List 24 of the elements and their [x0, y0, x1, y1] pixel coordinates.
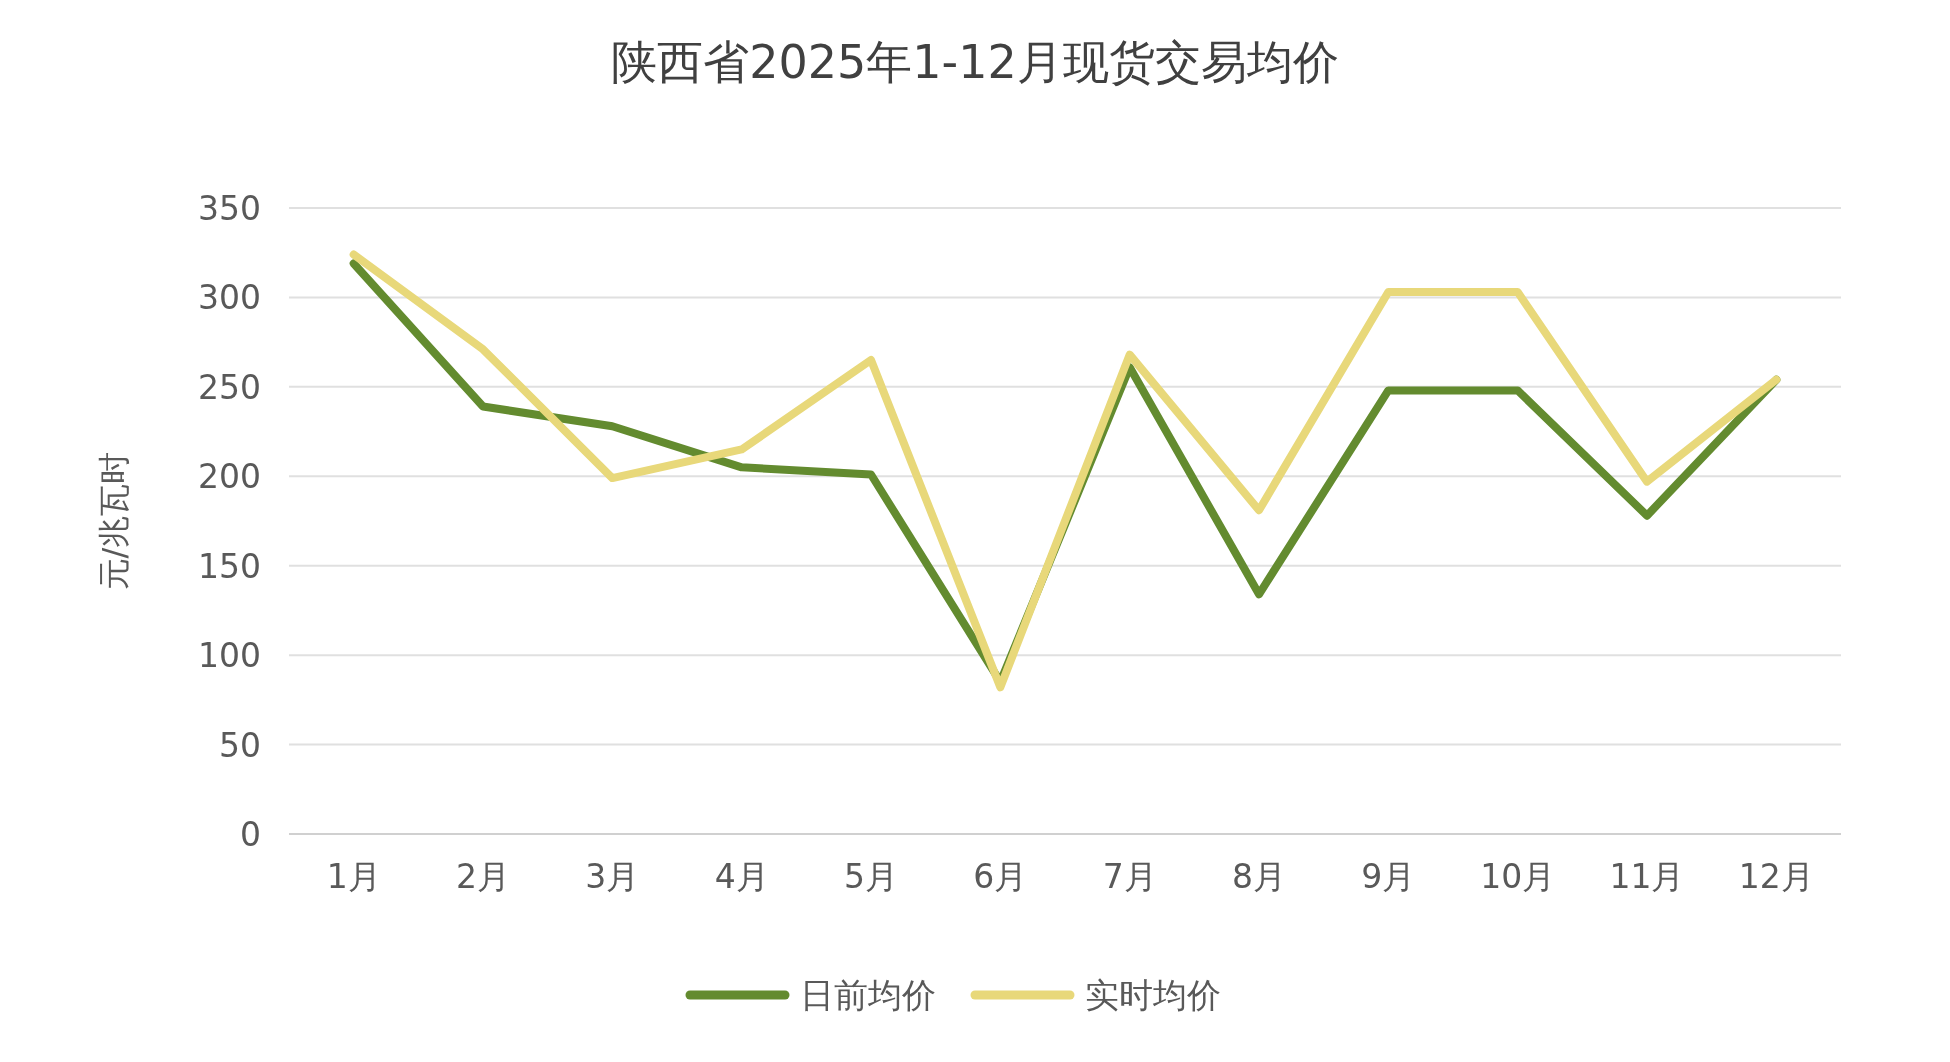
- x-tick-label: 5月: [844, 857, 898, 896]
- y-axis-title: 元/兆瓦时: [95, 451, 133, 591]
- y-tick-label: 100: [198, 636, 261, 676]
- x-tick-label: 8月: [1232, 857, 1286, 896]
- x-tick-label: 6月: [973, 857, 1028, 896]
- y-tick-label: 250: [198, 367, 261, 407]
- y-tick-label: 0: [240, 815, 261, 854]
- y-tick-label: 350: [198, 189, 261, 228]
- x-tick-label: 12月: [1738, 857, 1814, 896]
- y-tick-label: 50: [219, 725, 261, 765]
- x-tick-label: 11月: [1609, 857, 1685, 896]
- x-tick-label: 2月: [456, 857, 510, 896]
- legend-label: 日前均价: [800, 975, 936, 1015]
- y-tick-label: 200: [198, 457, 261, 497]
- x-tick-label: 3月: [585, 857, 640, 896]
- x-tick-label: 10月: [1480, 857, 1556, 896]
- legend-label: 实时均价: [1085, 975, 1221, 1015]
- y-tick-label: 300: [198, 278, 261, 318]
- x-tick-label: 4月: [714, 857, 769, 896]
- x-tick-label: 9月: [1361, 857, 1416, 896]
- x-tick-label: 7月: [1102, 857, 1157, 896]
- y-tick-label: 150: [198, 546, 261, 586]
- x-tick-label: 1月: [326, 857, 381, 896]
- chart-title: 陕西省2025年1-12月现货交易均价: [611, 35, 1339, 89]
